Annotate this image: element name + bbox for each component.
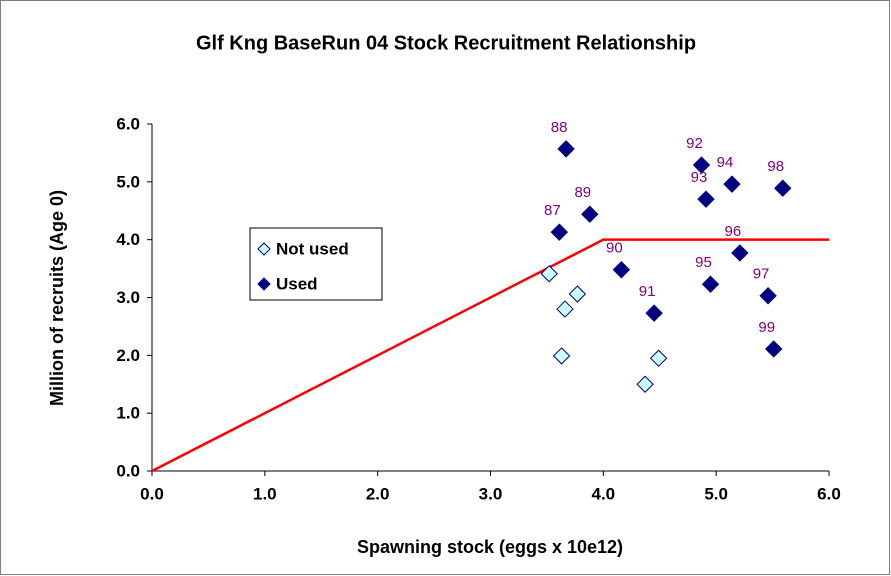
point	[765, 340, 783, 358]
point-label: 99	[758, 319, 775, 336]
y-tick-label: 5.0	[116, 172, 140, 191]
point	[759, 287, 777, 305]
point-label: 87	[544, 202, 561, 219]
x-tick-label: 5.0	[704, 484, 728, 503]
y-tick-label: 2.0	[116, 346, 140, 365]
point-label: 88	[551, 119, 568, 136]
point-label: 96	[725, 223, 742, 240]
legend-box	[249, 227, 383, 301]
y-tick-label: 4.0	[116, 230, 140, 249]
x-tick-label: 2.0	[366, 484, 390, 503]
point	[557, 140, 575, 158]
point	[774, 179, 792, 197]
point	[556, 300, 574, 318]
point	[540, 265, 558, 283]
point-label: 94	[717, 154, 734, 171]
point	[581, 205, 599, 223]
x-axis-label: Spawning stock (eggs x 10e12)	[357, 537, 623, 557]
point	[731, 244, 749, 262]
y-axis-label: Million of recruits (Age 0)	[47, 190, 67, 406]
y-tick-label: 0.0	[116, 461, 140, 480]
legend-label: Used	[276, 274, 318, 293]
point	[550, 223, 569, 241]
point	[552, 347, 571, 365]
point	[723, 175, 741, 193]
legend-label: Not used	[276, 239, 349, 258]
fit-line	[151, 238, 829, 473]
point-label: 97	[753, 266, 770, 283]
point-label: 91	[639, 283, 656, 300]
point	[645, 304, 663, 322]
x-tick-label: 6.0	[817, 484, 841, 503]
legend-marker	[257, 242, 271, 256]
x-tick-label: 0.0	[140, 484, 164, 503]
point-label: 98	[767, 158, 784, 175]
y-tick-label: 3.0	[116, 288, 140, 307]
point	[697, 190, 715, 208]
point	[701, 275, 720, 293]
x-tick-label: 3.0	[479, 484, 503, 503]
x-tick-label: 1.0	[253, 484, 277, 503]
point	[692, 156, 711, 174]
point-label: 89	[574, 184, 591, 201]
legend-marker	[257, 277, 271, 291]
point	[636, 375, 654, 393]
point-label: 90	[606, 240, 623, 257]
point	[649, 349, 668, 367]
point	[612, 261, 631, 279]
x-tick-label: 4.0	[592, 484, 616, 503]
point	[568, 285, 587, 303]
point-label: 95	[695, 254, 712, 271]
point-label: 93	[691, 169, 708, 186]
chart-title: Glf Kng BaseRun 04 Stock Recruitment Rel…	[196, 32, 696, 54]
y-tick-label: 6.0	[116, 114, 140, 133]
y-tick-label: 1.0	[116, 404, 140, 423]
point-label: 92	[686, 135, 703, 152]
